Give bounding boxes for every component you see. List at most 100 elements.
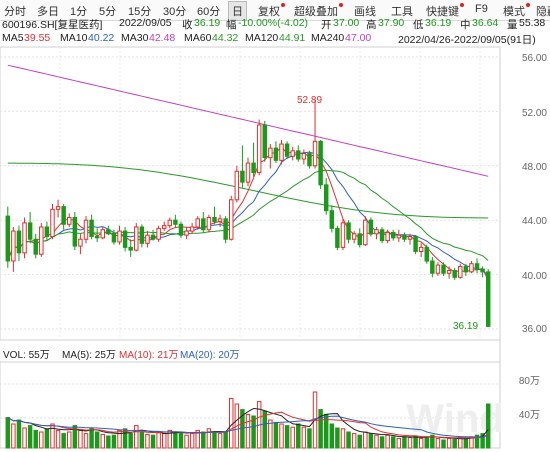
candle-body [161, 225, 167, 229]
candle-body [100, 229, 105, 239]
candle-body [351, 233, 357, 240]
volume-bar [89, 427, 94, 449]
ma240-label: MA240 [311, 32, 345, 44]
volume-bar [212, 432, 217, 449]
tab-60min[interactable]: 60分 [197, 6, 221, 18]
tab-1min[interactable]: 1分 [70, 6, 88, 18]
candle-body [312, 140, 318, 167]
candle-body [245, 162, 251, 183]
tab-5min[interactable]: 5分 [99, 6, 117, 18]
volume-bar [100, 433, 105, 449]
volume-bar [340, 428, 346, 449]
candle-body [50, 208, 55, 238]
candle-body [212, 216, 217, 223]
volume-bar [374, 434, 379, 449]
candle-body [307, 153, 312, 167]
volume-bar [351, 433, 357, 449]
candle-body [379, 229, 385, 242]
tab-15min[interactable]: 15分 [128, 6, 152, 18]
volume-bar [195, 429, 200, 449]
tools-button[interactable]: 工具 [391, 6, 413, 18]
adjust-button[interactable]: 复权 [258, 3, 285, 19]
tab-intraday[interactable]: 分时 [4, 6, 26, 18]
candle-body [273, 147, 279, 161]
candle-body [407, 236, 413, 240]
volume-bar [67, 431, 72, 449]
volume-bar [251, 415, 256, 449]
volume-bar [72, 425, 78, 449]
volume-bar [111, 434, 117, 449]
volume-bar [16, 419, 22, 449]
vol-tick: 80万 [519, 376, 540, 387]
volume-legend: VOL: 55万 MA(5): 25万 MA(10): 21万 MA(20): … [3, 350, 239, 361]
candle-body [446, 270, 452, 274]
candle-body [39, 226, 44, 255]
mid-value: 36.64 [472, 17, 499, 29]
volume-bar [139, 431, 145, 449]
candle-body [290, 150, 295, 157]
volume-bar [463, 437, 469, 449]
candle-body [474, 263, 480, 270]
candle-body [430, 260, 435, 274]
price-tick: 48.00 [522, 162, 547, 173]
candle-body [346, 222, 351, 240]
volume-bar [318, 409, 323, 449]
hide-button[interactable]: 隐藏 [536, 6, 550, 18]
ma5-value: 39.55 [24, 32, 51, 44]
open-value: 37.00 [333, 17, 360, 29]
overlay-button[interactable]: 超级叠加 [294, 3, 343, 19]
draw-button[interactable]: 画线 [354, 6, 376, 18]
candle-body [463, 265, 469, 273]
candle-body [240, 170, 245, 183]
shortcut-button[interactable]: 快捷键 [426, 3, 464, 19]
watermark: Wind [406, 397, 503, 441]
candle-body [229, 199, 234, 240]
vol-value: 55.38 [519, 17, 546, 29]
volume-panel-border [0, 361, 501, 449]
candle-body [424, 246, 429, 262]
candle-body [284, 143, 290, 157]
candle-body [262, 124, 267, 159]
candle-body [5, 215, 11, 262]
candle-body [178, 223, 184, 236]
tab-30min[interactable]: 30分 [163, 6, 187, 18]
candle-body [22, 222, 27, 254]
period-toolbar: 分时 多日 1分 5分 15分 30分 60分 日 复权 超级叠加 画线 工具 … [0, 0, 550, 21]
volume-bar [201, 431, 206, 449]
volume-bar [128, 433, 133, 449]
tab-multi-day[interactable]: 多日 [37, 6, 59, 18]
candle-body [106, 229, 111, 235]
volume-bar [229, 397, 234, 449]
volume-bar [430, 434, 435, 449]
volume-bar [357, 434, 362, 449]
candle-body [441, 264, 446, 274]
candle-body [122, 230, 128, 248]
candle-body [385, 231, 390, 242]
volume-bar [335, 427, 340, 449]
low-label: 低 [413, 19, 424, 31]
volume-bar [279, 423, 284, 449]
volume-bar [256, 401, 262, 449]
candle-body [329, 210, 335, 229]
candle-body [391, 231, 396, 239]
watermark-text: Wind [406, 397, 503, 441]
candle-body [435, 264, 441, 274]
volume-bar [122, 428, 128, 449]
candle-body [16, 230, 22, 254]
volume-ma10-line [7, 411, 489, 439]
candle-body [485, 271, 491, 327]
mode-button[interactable]: 模式 [503, 3, 530, 19]
volume-bar [402, 436, 407, 449]
volume-bar [485, 403, 491, 449]
f9-button[interactable]: F9 [475, 3, 488, 15]
volume-bar [173, 431, 178, 449]
candle-body [128, 246, 133, 251]
candle-body [223, 218, 228, 240]
candle-body [44, 226, 50, 238]
volume-bar [223, 431, 228, 449]
date-range: 2022/04/26-2022/09/05(91日) [398, 34, 536, 46]
ma240-value: 47.00 [345, 32, 372, 44]
volume-bar [273, 421, 279, 449]
candle-body [368, 219, 374, 235]
tab-daily[interactable]: 日 [228, 1, 247, 21]
